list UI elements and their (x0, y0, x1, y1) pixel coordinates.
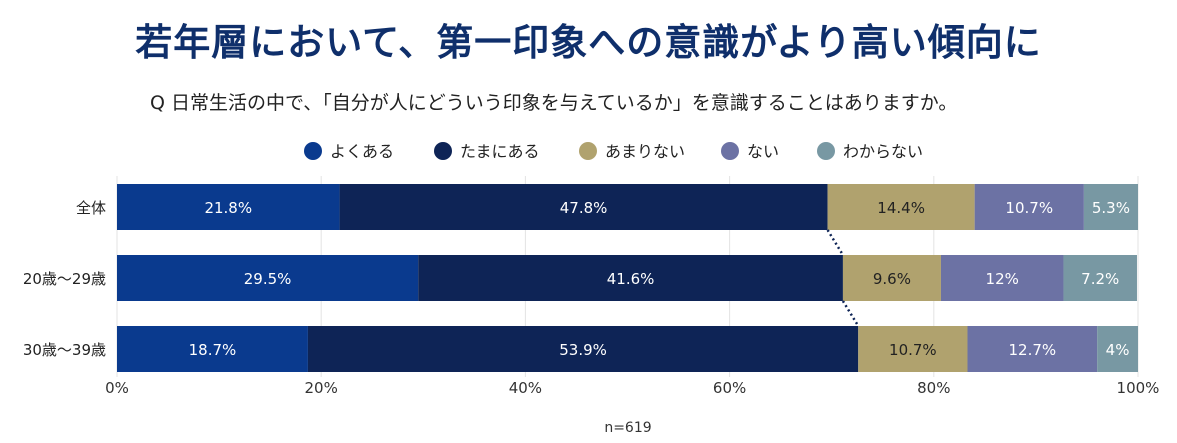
x-tick-label: 80% (917, 379, 950, 397)
x-tick-label: 0% (105, 379, 129, 397)
bar-value-label: 53.9% (559, 341, 607, 359)
chart-title: 若年層において、第一印象への意識がより高い傾向に (135, 21, 1042, 64)
bar-segment (117, 184, 340, 230)
x-tick-label: 40% (509, 379, 542, 397)
legend-marker (579, 142, 597, 160)
bar-segment (117, 326, 308, 372)
bar-value-label: 12.7% (1008, 341, 1056, 359)
legend-marker (434, 142, 452, 160)
bar-value-label: 41.6% (607, 270, 655, 288)
bar-value-label: 14.4% (877, 199, 925, 217)
legend-label: よくある (330, 142, 394, 161)
x-tick-label: 60% (713, 379, 746, 397)
legend-label: ない (747, 142, 779, 161)
bar-row: 21.8% 47.8% 14.4% 10.7% 5.3% (117, 184, 1138, 230)
sample-size-note: n=619 (604, 420, 651, 436)
bar-segment (940, 255, 1064, 301)
bar-row: 18.7% 53.9% 10.7% 12.7% 4% (117, 326, 1138, 372)
bar-segment (827, 184, 975, 230)
legend-label: わからない (843, 142, 923, 161)
bar-value-label: 4% (1106, 341, 1130, 359)
category-label: 30歳〜39歳 (23, 341, 106, 359)
bar-segment (858, 326, 968, 372)
bar-value-label: 10.7% (1005, 199, 1053, 217)
bar-segment (339, 184, 828, 230)
legend-marker (304, 142, 322, 160)
legend-marker (721, 142, 739, 160)
bar-value-label: 29.5% (244, 270, 292, 288)
legend-item: あまりない (579, 142, 685, 161)
bar-segment (1083, 184, 1138, 230)
legend-item: たまにある (434, 142, 540, 161)
bar-value-label: 12% (986, 270, 1019, 288)
bar-segment (307, 326, 859, 372)
legend-item: ない (721, 142, 779, 161)
bar-segment (1097, 326, 1138, 372)
bar-value-label: 18.7% (189, 341, 237, 359)
bar-segment (974, 184, 1084, 230)
legend-label: たまにある (460, 142, 540, 161)
legend-marker (817, 142, 835, 160)
legend-item: わからない (817, 142, 923, 161)
category-label: 全体 (76, 199, 106, 217)
series-connector (826, 229, 844, 256)
bar-segment (842, 255, 941, 301)
bar-value-label: 21.8% (204, 199, 252, 217)
category-label: 20歳〜29歳 (23, 270, 106, 288)
bar-value-label: 7.2% (1081, 270, 1119, 288)
bar-value-label: 10.7% (889, 341, 937, 359)
question-text: Q 日常生活の中で、「自分が人にどういう印象を与えているか」を意識することはあり… (150, 92, 958, 114)
bar-value-label: 5.3% (1092, 199, 1130, 217)
bar-row: 29.5% 41.6% 9.6% 12% 7.2% (117, 255, 1137, 301)
bar-value-label: 47.8% (560, 199, 608, 217)
x-tick-label: 100% (1117, 379, 1160, 397)
bar-segment (418, 255, 843, 301)
series-connector (841, 300, 860, 327)
bar-segment (117, 255, 419, 301)
x-tick-label: 20% (305, 379, 338, 397)
bar-value-label: 9.6% (873, 270, 911, 288)
legend-label: あまりない (605, 142, 685, 161)
legend: よくある たまにある あまりない ない わからない (304, 142, 923, 161)
legend-item: よくある (304, 142, 394, 161)
bar-segment (1063, 255, 1137, 301)
bar-segment (967, 326, 1098, 372)
